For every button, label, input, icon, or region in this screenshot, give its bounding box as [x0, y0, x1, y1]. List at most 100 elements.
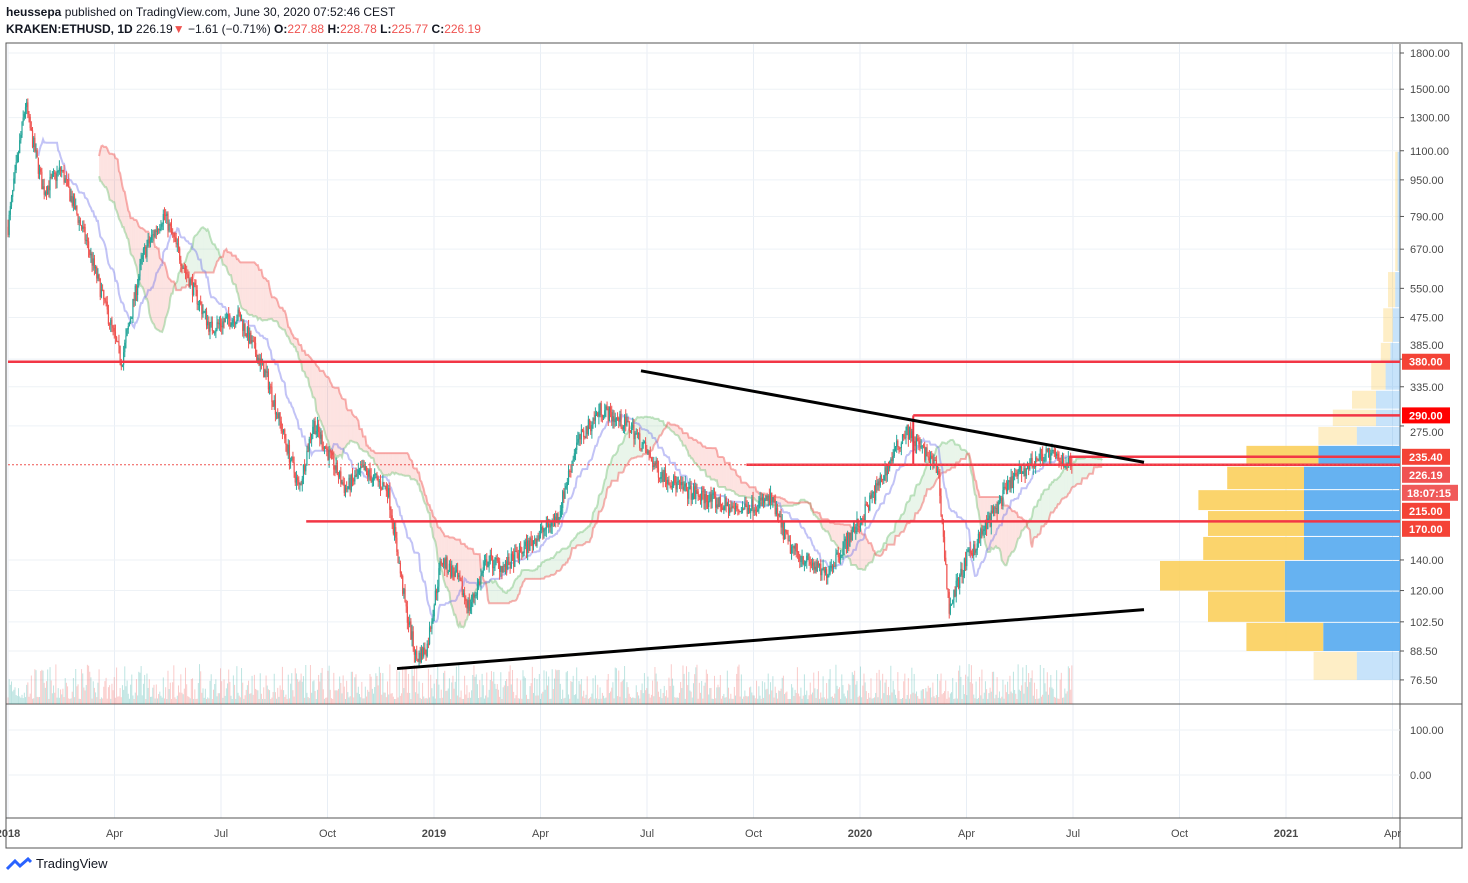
ichimoku-cloud-segment	[510, 588, 512, 602]
volume-bar	[578, 681, 580, 704]
ichimoku-cloud-segment	[125, 198, 128, 238]
volume-bar	[360, 697, 362, 704]
candle-body	[816, 561, 818, 572]
volume-bar	[761, 681, 763, 704]
volume-bar	[292, 690, 294, 704]
candle-body	[836, 552, 838, 555]
volume-bar	[864, 682, 866, 704]
y-tick-label: 475.00	[1410, 312, 1444, 324]
ichimoku-cloud-segment	[691, 437, 693, 459]
volume-bar	[1021, 685, 1023, 704]
candle-body	[424, 647, 426, 654]
volume-bar	[68, 698, 70, 704]
candle-body	[134, 285, 136, 301]
candle-body	[343, 484, 345, 493]
symbol-name[interactable]: KRAKEN:ETHUSD, 1D	[6, 22, 133, 36]
candle-body	[347, 486, 349, 489]
candle-body	[720, 506, 723, 508]
volume-bar	[294, 668, 296, 704]
volume-bar	[905, 698, 907, 704]
volume-bar	[308, 698, 310, 704]
ichimoku-cloud-segment	[270, 293, 272, 319]
candle-body	[648, 451, 650, 453]
ichimoku-cloud-segment	[494, 580, 497, 604]
ichimoku-cloud-segment	[538, 566, 540, 579]
ichimoku-cloud-segment	[228, 252, 230, 276]
candle-body	[531, 540, 533, 546]
volume-bar	[25, 697, 27, 704]
candle-body	[135, 285, 138, 295]
candle-body	[1040, 449, 1043, 454]
candle-body	[103, 289, 105, 299]
volume-bar	[555, 669, 557, 704]
candle-body	[863, 518, 865, 521]
volume-bar	[117, 696, 119, 704]
ichimoku-cloud-segment	[729, 462, 731, 491]
candle-body	[808, 554, 810, 562]
volume-bar	[40, 671, 42, 704]
volume-profile-up	[1376, 409, 1400, 426]
volume-bar	[394, 698, 396, 704]
ichimoku-cloud-segment	[914, 488, 916, 521]
ichimoku-cloud-segment	[658, 418, 660, 439]
candle-body	[240, 319, 243, 321]
volume-bar	[990, 691, 992, 704]
candle-body	[608, 406, 610, 422]
volume-bar	[503, 685, 505, 704]
volume-bar	[899, 698, 901, 704]
volume-bar	[404, 668, 406, 704]
volume-bar	[996, 677, 998, 704]
candle-body	[166, 213, 168, 216]
volume-bar	[589, 698, 591, 704]
volume-bar	[119, 688, 121, 704]
candle-body	[349, 477, 351, 491]
volume-bar	[329, 689, 331, 704]
volume-bar	[687, 685, 689, 704]
candle-body	[137, 285, 139, 295]
volume-bar	[312, 681, 314, 704]
volume-bar	[778, 690, 780, 704]
volume-bar	[559, 683, 561, 704]
volume-bar	[468, 692, 470, 704]
ichimoku-cloud-segment	[193, 235, 195, 275]
volume-bar	[16, 695, 18, 704]
volume-bar	[1039, 664, 1041, 704]
candle-body	[97, 274, 99, 279]
volume-bar	[126, 680, 128, 704]
volume-bar	[152, 687, 154, 704]
candle-body	[668, 479, 670, 486]
candle-body	[933, 459, 935, 466]
logo-text: TradingView	[36, 856, 108, 871]
volume-bar	[478, 697, 480, 704]
ichimoku-cloud-segment	[262, 275, 264, 321]
candle-body	[579, 434, 581, 440]
volume-bar	[179, 692, 181, 704]
candle-body	[613, 416, 615, 423]
candle-body	[974, 544, 976, 553]
volume-bar	[351, 671, 353, 704]
candle-body	[1051, 450, 1053, 454]
volume-bar	[437, 666, 439, 704]
candle-body	[82, 226, 84, 229]
volume-bar	[327, 670, 329, 704]
ichimoku-cloud-segment	[325, 375, 327, 440]
candle-body	[522, 552, 524, 554]
ichimoku-cloud-segment	[840, 524, 842, 551]
candle-body	[543, 529, 545, 533]
candle-body	[897, 440, 899, 447]
volume-bar	[452, 675, 454, 704]
ichimoku-cloud-segment	[1084, 457, 1086, 479]
volume-bar	[591, 693, 593, 704]
volume-bar	[585, 694, 587, 704]
tradingview-logo[interactable]: TradingView	[6, 856, 108, 871]
ichimoku-cloud-segment	[346, 408, 348, 446]
ichimoku-cloud-segment	[239, 261, 241, 305]
ichimoku-cloud-segment	[200, 227, 202, 273]
ichimoku-cloud-segment	[248, 262, 250, 316]
candle-body	[609, 406, 612, 413]
volume-bar	[13, 689, 15, 704]
candle-body	[187, 274, 189, 278]
volume-bar	[1043, 667, 1045, 704]
volume-bar	[1023, 693, 1025, 704]
